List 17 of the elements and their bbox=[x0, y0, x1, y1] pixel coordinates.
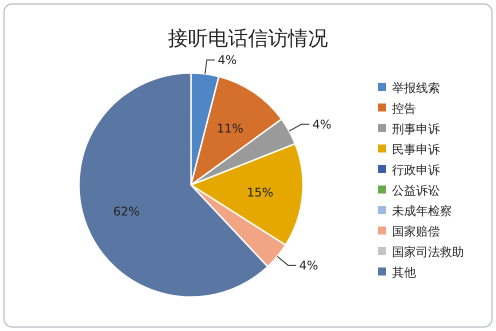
legend-label: 行政申诉 bbox=[392, 163, 440, 177]
data-label: 11% bbox=[216, 122, 244, 136]
chart-title: 接听电话信访情况 bbox=[168, 26, 328, 50]
legend-label: 公益诉讼 bbox=[392, 184, 440, 198]
legend-label: 刑事申诉 bbox=[392, 122, 440, 136]
legend-label: 未成年检察 bbox=[392, 204, 452, 218]
data-label: 4% bbox=[299, 258, 318, 272]
legend-label: 控告 bbox=[392, 102, 416, 116]
data-label: 4% bbox=[218, 52, 237, 67]
legend-label: 民事申诉 bbox=[392, 142, 440, 156]
legend-label: 举报线索 bbox=[392, 81, 440, 95]
legend-label: 国家司法救助 bbox=[392, 245, 464, 259]
legend-label: 其他 bbox=[392, 266, 416, 280]
legend-label: 国家赔偿 bbox=[392, 224, 440, 238]
data-label: 4% bbox=[312, 117, 332, 132]
data-label: 62% bbox=[113, 204, 140, 219]
data-label: 15% bbox=[246, 186, 274, 200]
